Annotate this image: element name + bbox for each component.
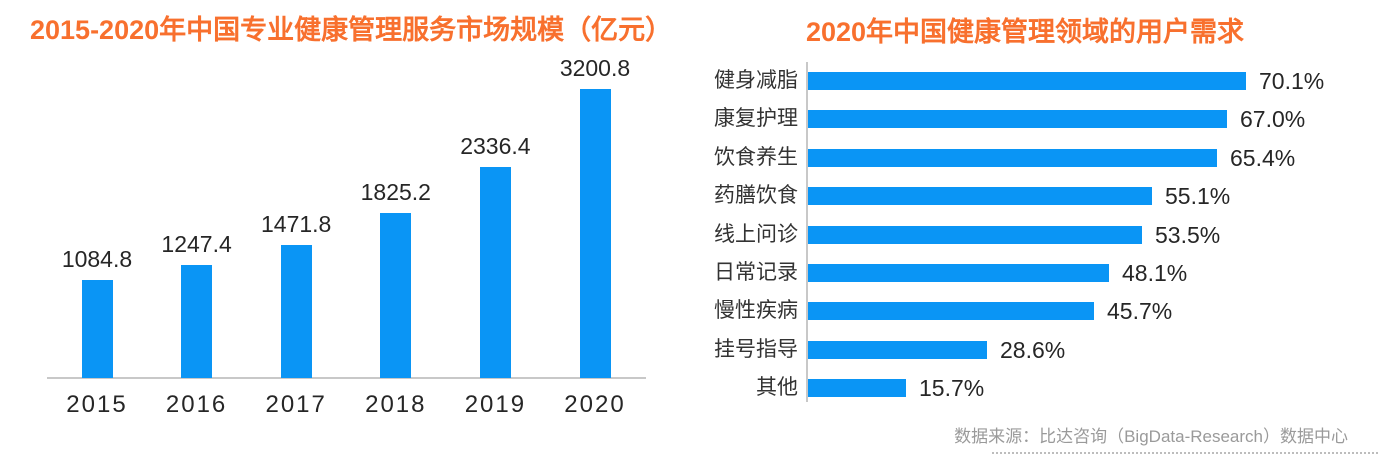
category-label: 康复护理 bbox=[714, 107, 798, 131]
percent-label: 67.0% bbox=[1240, 106, 1306, 133]
hbar-row-2 bbox=[808, 148, 1217, 167]
value-label: 1084.8 bbox=[61, 246, 133, 272]
bar-2020 bbox=[579, 89, 611, 378]
x-tick-label: 2017 bbox=[265, 391, 327, 418]
percent-label: 45.7% bbox=[1107, 298, 1173, 325]
category-label: 慢性疾病 bbox=[714, 299, 798, 323]
category-label: 健身减脂 bbox=[714, 69, 798, 92]
percent-label: 65.4% bbox=[1230, 144, 1296, 171]
x-tick-label: 2015 bbox=[66, 391, 128, 418]
percent-label: 55.1% bbox=[1165, 183, 1231, 210]
bar-2019 bbox=[479, 167, 511, 378]
user-demand-chart-title: 2020年中国健康管理领域的用户需求 bbox=[805, 17, 1245, 47]
x-tick-label: 2020 bbox=[564, 391, 626, 418]
value-label: 1471.8 bbox=[261, 211, 332, 237]
bar-2017 bbox=[280, 245, 312, 378]
category-label: 挂号指导 bbox=[714, 337, 798, 361]
hbar-row-3 bbox=[808, 187, 1152, 206]
dotted-divider bbox=[992, 452, 1378, 454]
percent-label: 48.1% bbox=[1122, 260, 1188, 286]
market-size-chart-title: 2015-2020年中国专业健康管理服务市场规模（亿元） bbox=[30, 15, 673, 45]
hbar-row-5 bbox=[808, 264, 1109, 282]
percent-label: 28.6% bbox=[1000, 336, 1066, 363]
hbar-row-0 bbox=[808, 72, 1246, 90]
category-label: 其他 bbox=[756, 376, 798, 400]
x-axis-line bbox=[47, 377, 646, 379]
hbar-row-7 bbox=[808, 340, 987, 359]
value-label: 1247.4 bbox=[161, 231, 232, 257]
category-label: 线上问诊 bbox=[714, 222, 798, 246]
x-tick-label: 2018 bbox=[365, 391, 427, 418]
y-axis-line bbox=[806, 62, 808, 402]
percent-label: 15.7% bbox=[919, 375, 985, 402]
value-label: 3200.8 bbox=[559, 55, 631, 81]
category-label: 日常记录 bbox=[714, 261, 798, 284]
hbar-row-8 bbox=[808, 379, 906, 398]
bar-2016 bbox=[181, 265, 213, 378]
hbar-row-6 bbox=[808, 302, 1094, 321]
value-label: 1825.2 bbox=[360, 179, 431, 205]
hbar-row-1 bbox=[808, 110, 1227, 129]
x-tick-label: 2019 bbox=[464, 391, 527, 418]
x-tick-label: 2016 bbox=[165, 391, 228, 418]
data-source-note: 数据来源：比达咨询（BigData-Research）数据中心 bbox=[954, 427, 1348, 446]
bar-2015 bbox=[81, 280, 113, 378]
percent-label: 53.5% bbox=[1155, 221, 1221, 248]
category-label: 饮食养生 bbox=[714, 145, 798, 169]
value-label: 2336.4 bbox=[460, 133, 531, 159]
category-label: 药膳饮食 bbox=[714, 184, 798, 208]
hbar-row-4 bbox=[808, 225, 1142, 244]
percent-label: 70.1% bbox=[1259, 68, 1325, 94]
bar-2018 bbox=[380, 213, 412, 378]
